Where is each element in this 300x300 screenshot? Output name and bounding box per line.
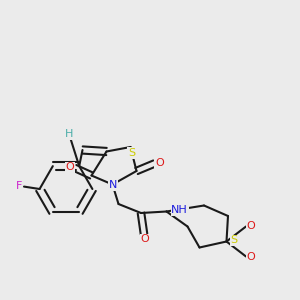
Text: O: O <box>65 162 74 172</box>
Text: O: O <box>247 221 256 231</box>
Text: N: N <box>109 180 118 190</box>
Text: O: O <box>140 234 149 244</box>
Text: NH: NH <box>171 205 188 215</box>
Text: S: S <box>231 235 238 245</box>
Text: O: O <box>155 158 164 168</box>
Text: O: O <box>247 252 256 262</box>
Text: H: H <box>64 129 73 139</box>
Text: S: S <box>128 148 135 158</box>
Text: F: F <box>15 181 22 191</box>
